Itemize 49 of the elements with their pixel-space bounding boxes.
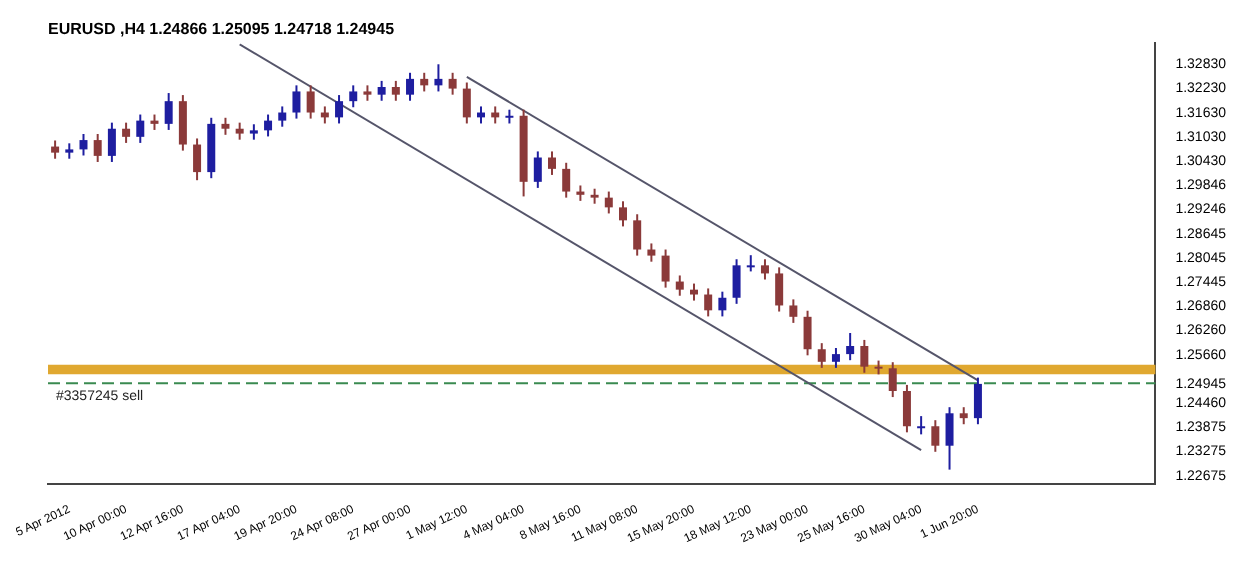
candlestick xyxy=(335,94,344,125)
candlestick xyxy=(193,137,202,182)
chart-title: EURUSD ,H4 1.24866 1.25095 1.24718 1.24945 xyxy=(48,20,396,39)
candlestick xyxy=(391,79,400,102)
candlestick xyxy=(633,213,642,257)
candlestick xyxy=(462,81,471,125)
candlestick xyxy=(533,150,542,189)
candlestick xyxy=(902,383,911,434)
candlestick xyxy=(79,133,88,157)
candlestick xyxy=(448,71,457,96)
candlestick xyxy=(888,361,897,399)
candlestick xyxy=(306,84,315,120)
candlestick xyxy=(973,376,982,426)
candlestick xyxy=(803,309,812,357)
candlestick xyxy=(647,242,656,263)
candlestick xyxy=(704,287,713,318)
candlestick xyxy=(718,290,727,318)
candlestick xyxy=(789,298,798,324)
candlestick xyxy=(618,200,627,228)
candlestick xyxy=(931,419,940,453)
candlestick xyxy=(420,71,429,93)
candlestick xyxy=(377,79,386,102)
candlestick xyxy=(917,415,926,436)
candlestick xyxy=(562,161,571,199)
candlestick xyxy=(107,121,116,163)
candlestick xyxy=(732,258,741,305)
candlestick xyxy=(860,338,869,374)
candlestick xyxy=(292,84,301,120)
candlestick xyxy=(93,133,102,163)
candlestick xyxy=(178,94,187,152)
candlestick xyxy=(51,139,60,160)
candlestick xyxy=(122,121,131,144)
candlestick xyxy=(675,274,684,297)
candlestick xyxy=(278,105,287,128)
candlestick xyxy=(548,150,557,176)
candlestick xyxy=(136,113,145,144)
candlestick xyxy=(661,248,670,289)
candlestick xyxy=(264,113,273,138)
candlestick xyxy=(817,342,826,369)
candlestick xyxy=(164,92,173,131)
candlestick xyxy=(760,258,769,281)
candlestick xyxy=(406,71,415,102)
candlestick xyxy=(945,406,954,471)
candlestick xyxy=(349,84,358,109)
candlestick xyxy=(604,190,613,215)
candlestick xyxy=(831,347,840,369)
candlestick xyxy=(434,63,443,93)
candlestick xyxy=(846,332,855,362)
candlestick xyxy=(775,266,784,313)
